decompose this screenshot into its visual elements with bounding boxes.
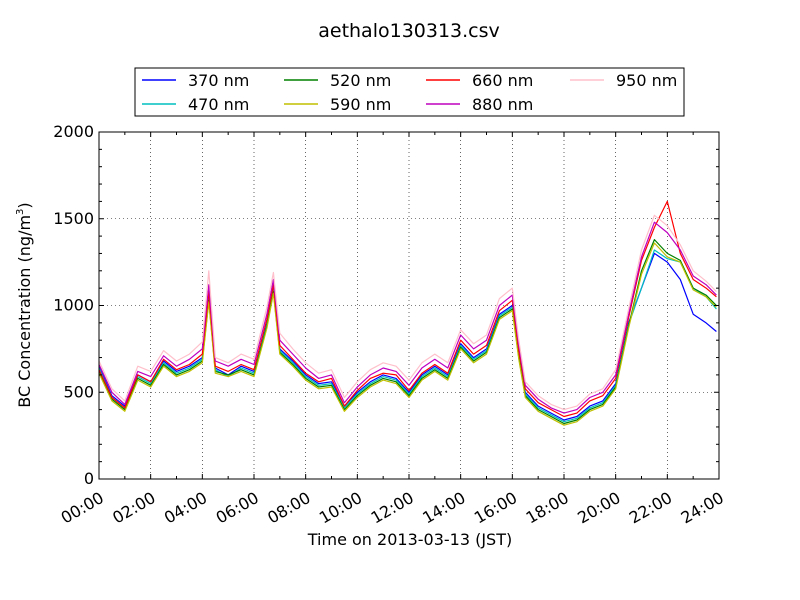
x-tick-label: 16:00 <box>471 488 520 528</box>
legend-label: 950 nm <box>616 71 677 90</box>
x-tick-label: 06:00 <box>213 488 262 528</box>
y-tick-label: 500 <box>63 382 94 401</box>
x-tick-label: 20:00 <box>574 488 623 528</box>
x-tick-label: 10:00 <box>316 488 365 528</box>
series-line-590-nm <box>98 242 717 426</box>
series-line-950-nm <box>98 214 717 411</box>
legend-label: 590 nm <box>330 95 391 114</box>
x-tick-label: 14:00 <box>419 488 468 528</box>
x-tick-label: 18:00 <box>523 488 572 528</box>
y-axis-label-main: BC Concentration (ng/m <box>15 215 34 408</box>
y-axis-label-end: ) <box>15 202 34 208</box>
x-tick-label: 24:00 <box>678 488 727 528</box>
chart-title: aethalo130313.csv <box>318 20 500 42</box>
legend-label: 470 nm <box>188 95 249 114</box>
legend-label: 660 nm <box>472 71 533 90</box>
y-tick-label: 1000 <box>53 296 94 315</box>
plot-area: 00:00 02:00 04:00 06:00 08:00 10:00 12:00 14:00… <box>53 122 727 528</box>
x-tick-label: 02:00 <box>109 488 158 528</box>
y-tick-label: 2000 <box>53 122 94 141</box>
legend-label: 880 nm <box>472 95 533 114</box>
y-tick-label: 1500 <box>53 209 94 228</box>
y-axis-label-superscript: 3 <box>15 209 26 215</box>
legend: 370 nm 470 nm 520 nm 590 nm 660 nm 880 nm 950 … <box>134 67 685 117</box>
y-axis-label: BC Concentration (ng/m3) <box>15 202 34 407</box>
legend-label: 370 nm <box>188 71 249 90</box>
series-line-660-nm <box>98 200 717 418</box>
x-tick-label: 08:00 <box>264 488 313 528</box>
legend-frame <box>134 67 685 117</box>
x-tick-label: 00:00 <box>58 488 107 528</box>
series-line-880-nm <box>98 221 717 414</box>
x-axis-label: Time on 2013-03-13 (JST) <box>307 530 512 549</box>
y-tick-label: 0 <box>84 469 94 488</box>
x-tick-label: 22:00 <box>626 488 675 528</box>
legend-label: 520 nm <box>330 71 391 90</box>
x-tick-label: 04:00 <box>161 488 210 528</box>
x-tick-label: 12:00 <box>368 488 417 528</box>
